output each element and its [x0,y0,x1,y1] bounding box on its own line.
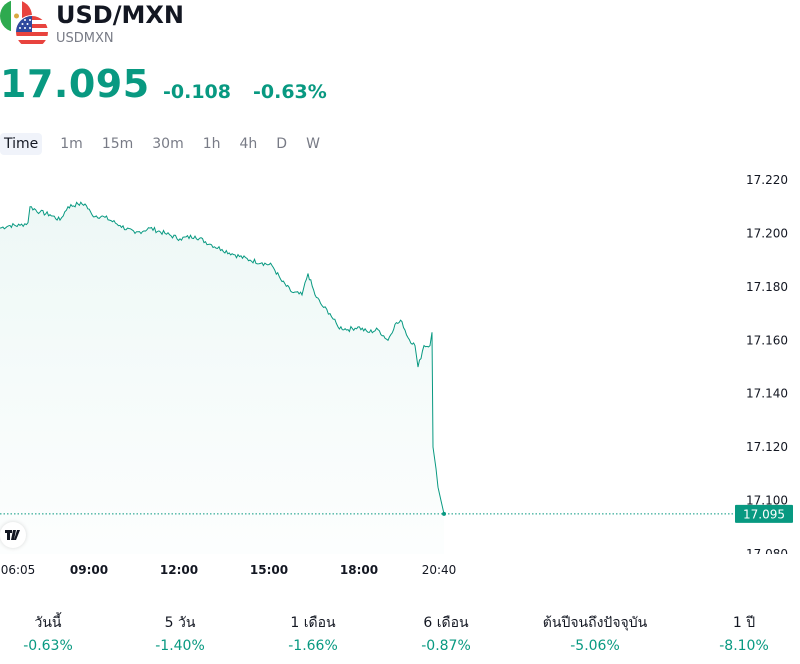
period-label: วันนี้ [34,615,62,631]
period-label: 1 ปี [732,615,756,631]
x-axis-tick-label: 20:40 [422,563,457,577]
usa-flag-icon [15,15,49,49]
period-value: -1.66% [288,638,338,654]
price-area-fill [0,202,444,554]
period-value: -0.63% [23,638,73,654]
y-axis-tick-label: 17.220 [746,173,788,187]
tab-d[interactable]: D [276,136,288,152]
period-5-days[interactable]: 5 วัน -1.40% [132,612,228,654]
last-price-badge [735,504,793,523]
currency-flags [0,0,49,49]
period-ytd[interactable]: ต้นปีจนถึงปัจจุบัน -5.06% [520,612,670,654]
period-label: 5 วัน [164,615,196,631]
x-axis-tick-label: 15:00 [250,563,288,577]
y-axis-tick-label: 17.120 [746,440,788,454]
tab-30m[interactable]: 30m [152,136,184,152]
tab-w[interactable]: W [306,136,320,152]
y-axis-tick-label: 17.160 [746,333,788,347]
period-label: 6 เดือน [423,615,469,631]
tab-1h[interactable]: 1h [202,136,221,152]
y-axis-tick-label: 17.140 [746,387,788,401]
y-axis-tick-label: 17.080 [746,547,788,561]
y-axis-tick-label: 17.180 [746,280,788,294]
period-value: -5.06% [570,638,620,654]
symbol-ticker: USDMXN [56,31,114,46]
timeframe-bar: Time 1m 15m 30m 1h 4h D W [0,132,339,156]
tab-time[interactable]: Time [0,133,43,155]
period-1-month[interactable]: 1 เดือน -1.66% [265,612,361,654]
price-change-percent: -0.63% [253,81,327,103]
period-label: 1 เดือน [290,615,336,631]
last-price-dot [442,511,446,516]
period-value: -0.87% [421,638,471,654]
last-price: 17.095 [0,62,150,106]
period-1-year[interactable]: 1 ปี -8.10% [696,612,792,654]
last-price-badge-label: 17.095 [743,507,785,521]
tab-4h[interactable]: 4h [239,136,258,152]
period-value: -1.40% [155,638,205,654]
x-axis-tick-label: 06:05 [1,563,36,577]
x-axis-tick-label: 12:00 [160,563,198,577]
y-axis-tick-label: 17.100 [746,494,788,508]
x-axis-tick-label: 09:00 [70,563,108,577]
y-axis-tick-label: 17.200 [746,226,788,240]
price-line [0,201,445,515]
tab-15m[interactable]: 15m [101,136,134,152]
tradingview-logo-icon[interactable] [0,522,26,548]
symbol-title: USD/MXN [56,1,184,29]
tab-1m[interactable]: 1m [60,136,83,152]
period-label: ต้นปีจนถึงปัจจุบัน [542,615,648,631]
performance-periods: วันนี้ -0.63% 5 วัน -1.40% 1 เดือน -1.66… [0,612,800,660]
x-axis-tick-label: 18:00 [340,563,378,577]
period-value: -8.10% [719,638,769,654]
price-change: -0.108 [163,81,231,103]
price-chart[interactable]: 17.220 17.200 17.180 17.160 17.140 17.120 17.1… [0,160,800,580]
period-today[interactable]: วันนี้ -0.63% [0,612,96,654]
period-6-months[interactable]: 6 เดือน -0.87% [398,612,494,654]
